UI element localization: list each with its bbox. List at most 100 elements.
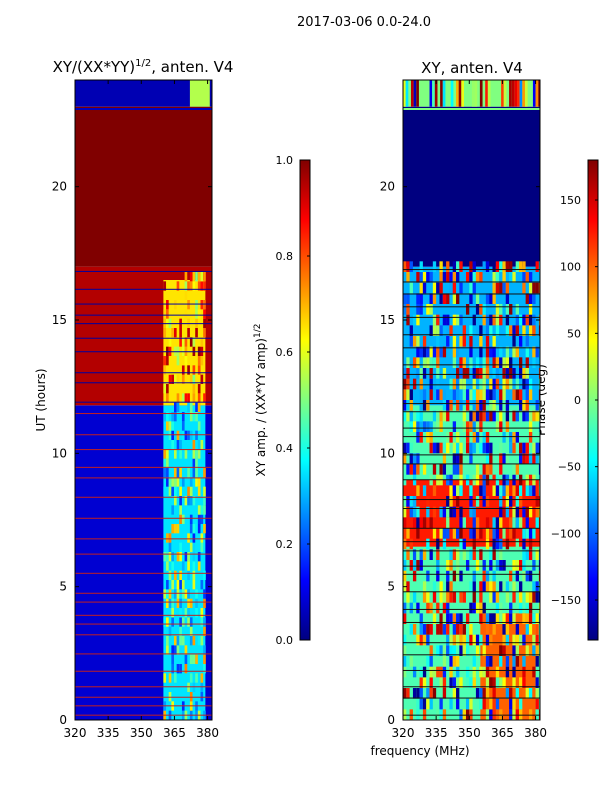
heatmap-cell — [166, 533, 169, 543]
heatmap-cell — [200, 636, 204, 646]
heatmap-cell — [184, 449, 188, 459]
heatmap-cell — [429, 656, 433, 667]
x-tick-label: 350 — [130, 726, 153, 740]
heatmap-cell — [166, 468, 169, 478]
heatmap-cell — [528, 389, 533, 400]
colorbar-tick-label: 0 — [574, 394, 581, 407]
heatmap-cell — [479, 421, 483, 432]
heatmap-cell — [416, 368, 420, 379]
x-tick-label: 320 — [64, 726, 87, 740]
heatmap-cell — [519, 560, 523, 571]
heatmap-cell — [462, 421, 466, 432]
heatmap-cell — [538, 613, 540, 624]
x-tick-label: 320 — [392, 726, 415, 740]
heatmap-cell — [173, 374, 177, 384]
heatmap-cell — [192, 374, 196, 384]
heatmap-cell — [485, 688, 490, 699]
heatmap-cell — [416, 528, 420, 539]
heatmap-cell — [469, 506, 473, 518]
heatmap-cell — [200, 608, 204, 618]
heatmap-cell — [187, 430, 190, 440]
heatmap-cell — [479, 634, 483, 646]
heatmap-cell — [485, 677, 490, 688]
heatmap-cell — [192, 412, 196, 422]
heatmap-cell — [197, 356, 201, 366]
heatmap-cell — [439, 261, 443, 272]
heatmap-cell — [436, 666, 440, 678]
heatmap-cell — [502, 378, 506, 390]
heatmap-stripe — [75, 714, 212, 716]
heatmap-cell — [429, 357, 433, 368]
heatmap-cell — [452, 506, 457, 518]
heatmap-cell — [197, 524, 201, 534]
heatmap-cell — [449, 613, 453, 624]
heatmap-cell — [495, 538, 500, 550]
heatmap-cell — [522, 506, 526, 518]
heatmap-cell — [475, 464, 480, 475]
heatmap-cell — [459, 400, 463, 411]
heatmap-cell — [509, 378, 513, 390]
heatmap-cell — [200, 440, 204, 450]
heatmap-cell — [462, 368, 466, 379]
heatmap-cell — [465, 677, 470, 688]
heatmap-cell — [459, 570, 463, 582]
heatmap-cell — [432, 282, 437, 294]
heatmap-cell — [538, 282, 540, 294]
heatmap-cell — [166, 458, 169, 468]
heatmap-cell — [436, 538, 440, 550]
heatmap-cell — [436, 709, 440, 720]
heatmap-stripe — [75, 623, 212, 625]
heatmap-cell — [187, 617, 190, 627]
heatmap-cell — [492, 293, 496, 304]
heatmap-cell — [538, 421, 540, 432]
heatmap-cell — [519, 517, 523, 528]
heatmap-cell — [449, 282, 453, 294]
heatmap-cell — [485, 432, 490, 443]
heatmap-cell — [168, 374, 172, 384]
heatmap-cell — [502, 560, 506, 571]
heatmap-cell — [166, 636, 169, 646]
heatmap-cell — [469, 293, 473, 304]
heatmap-cell — [203, 300, 206, 310]
heatmap-cell — [472, 325, 476, 336]
heatmap-cell — [168, 542, 172, 552]
heatmap-cell — [200, 514, 204, 524]
heatmap-cell — [429, 293, 433, 304]
heatmap-cell — [171, 645, 174, 655]
heatmap-cell — [472, 570, 476, 582]
heatmap-cell — [525, 368, 529, 379]
heatmap-cell — [475, 528, 480, 539]
heatmap-cell — [472, 517, 476, 528]
heatmap-cell — [472, 432, 476, 443]
heatmap-cell — [509, 698, 513, 710]
heatmap-cell — [472, 389, 476, 400]
heatmap-cell — [176, 281, 180, 291]
heatmap-cell — [519, 80, 523, 107]
heatmap-stripe — [403, 508, 540, 510]
colorbar-tick-label: 1.0 — [276, 154, 294, 167]
heatmap-cell — [176, 645, 180, 655]
colorbar-tick-label: 0.6 — [276, 346, 294, 359]
y-tick-label: 5 — [387, 580, 395, 594]
heatmap-cell — [416, 432, 420, 443]
heatmap-cell — [168, 598, 172, 608]
heatmap-cell — [458, 80, 462, 107]
heatmap-region — [75, 80, 212, 107]
heatmap-cell — [492, 688, 496, 699]
heatmap-cell — [181, 421, 185, 431]
heatmap-cell — [525, 688, 529, 699]
heatmap-cell — [403, 304, 407, 315]
heatmap-stripe — [75, 592, 212, 594]
heatmap-cell — [442, 624, 447, 635]
heatmap-cell — [409, 538, 413, 550]
heatmap-cell — [197, 309, 201, 319]
heatmap-cell — [436, 378, 440, 390]
heatmap-cell — [492, 336, 496, 347]
heatmap-cell — [179, 542, 182, 552]
heatmap-cell — [449, 549, 453, 560]
heatmap-cell — [499, 261, 503, 272]
heatmap-cell — [419, 688, 423, 699]
heatmap-cell — [416, 410, 420, 422]
heatmap-cell — [412, 560, 417, 571]
heatmap-stripe — [403, 714, 540, 716]
